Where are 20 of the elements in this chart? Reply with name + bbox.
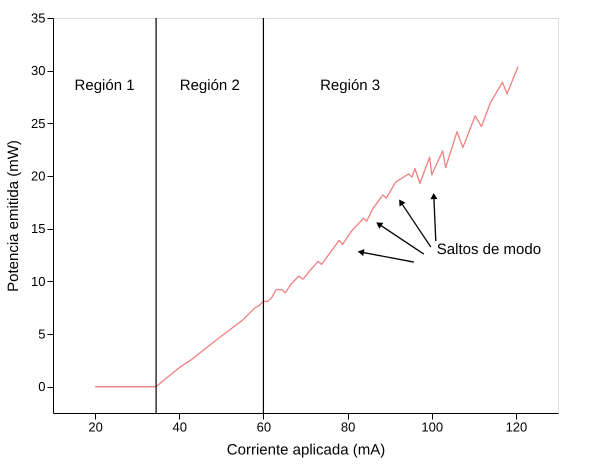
x-axis-title: Corriente aplicada (mA) xyxy=(226,442,386,458)
x-tick-label: 40 xyxy=(172,420,187,434)
annotation: Región 2 xyxy=(180,77,240,94)
y-tick-label: 35 xyxy=(31,10,46,26)
y-tick-label: 25 xyxy=(31,116,46,131)
x-tick-label: 100 xyxy=(421,420,444,434)
y-tick-label: 5 xyxy=(38,326,46,342)
y-tick-label: 30 xyxy=(31,63,46,78)
y-tick-label: 20 xyxy=(31,168,46,184)
y-tick-label: 10 xyxy=(31,274,46,289)
annotation: Región 1 xyxy=(74,77,135,94)
y-tick-label: 0 xyxy=(38,379,46,394)
y-axis-title: Potencia emitida (mW) xyxy=(5,140,22,292)
annotation: Región 3 xyxy=(320,77,380,94)
x-tick-label: 80 xyxy=(340,420,356,434)
annotation: Saltos de modo xyxy=(436,241,542,258)
x-tick-label: 20 xyxy=(88,420,103,434)
x-tick-label: 60 xyxy=(256,420,272,434)
y-tick-label: 15 xyxy=(31,221,46,236)
x-tick-label: 120 xyxy=(506,420,528,434)
